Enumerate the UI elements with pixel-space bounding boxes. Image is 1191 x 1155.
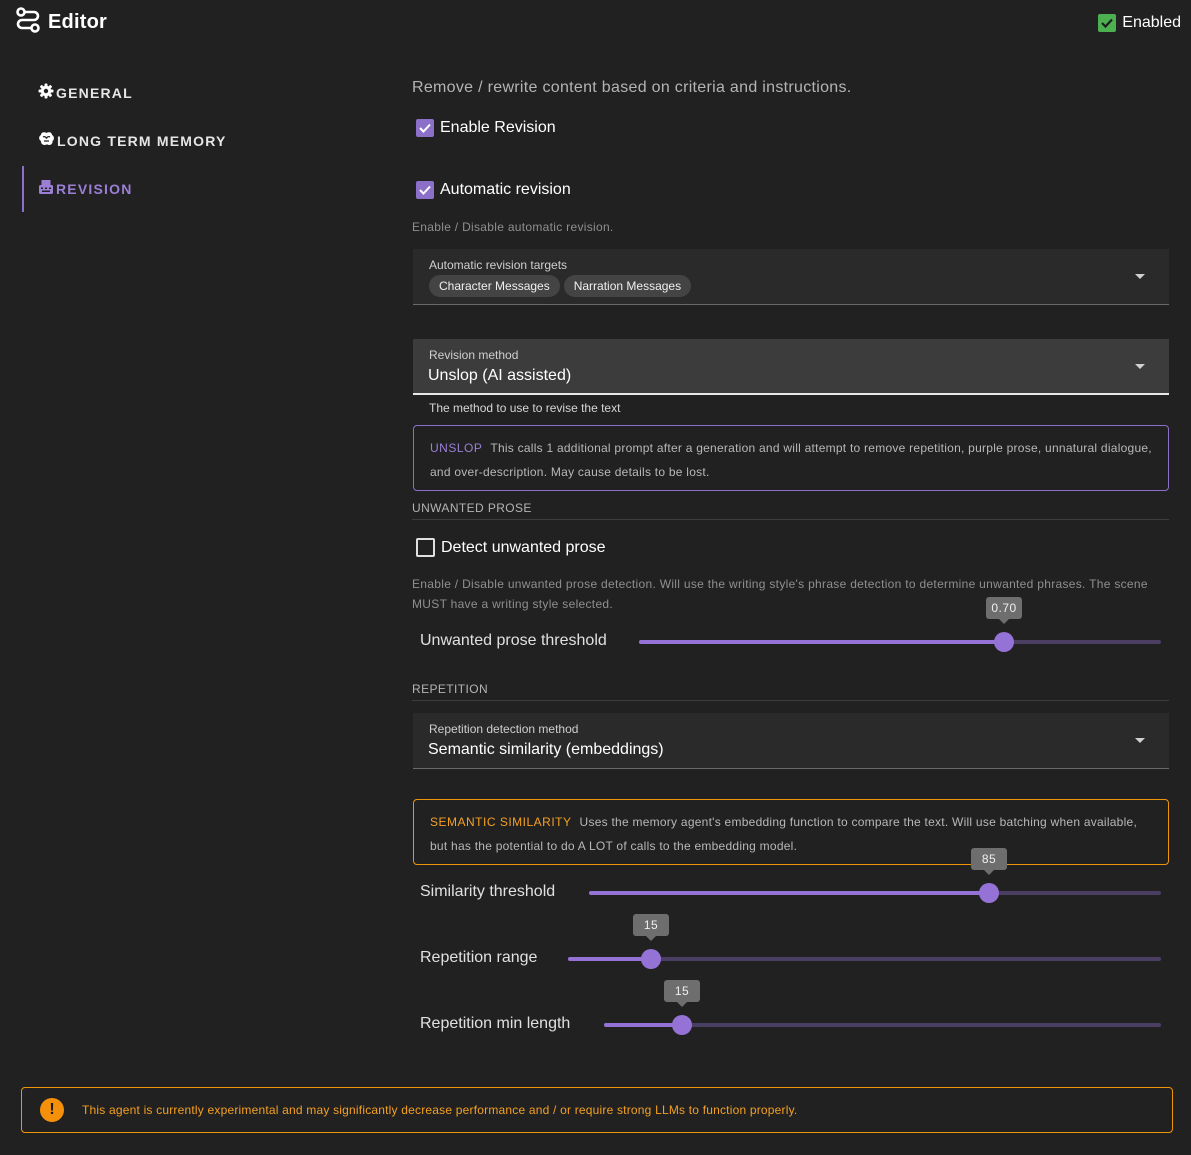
chevron-down-icon[interactable] (1135, 738, 1145, 743)
info-text: This calls 1 additional prompt after a g… (430, 441, 1152, 479)
app-header: Editor (14, 6, 107, 39)
field-label: Repetition detection method (429, 722, 579, 736)
select-value: Semantic similarity (embeddings) (428, 741, 664, 758)
field-hint: The method to use to revise the text (429, 401, 621, 415)
enable-revision-checkbox[interactable]: Enable Revision (416, 119, 556, 137)
slider-thumb[interactable] (979, 883, 999, 903)
slider-thumb[interactable] (641, 949, 661, 969)
automatic-revision-checkbox[interactable]: Automatic revision (416, 181, 571, 199)
info-text: Uses the memory agent's embedding functi… (430, 815, 1138, 853)
sidebar-item-revision[interactable]: REVISION (22, 166, 322, 212)
sidebar-item-label: GENERAL (56, 85, 133, 101)
slider-track-fill (568, 957, 651, 961)
semantic-similarity-info-box: SEMANTIC SIMILARITY Uses the memory agent… (413, 799, 1169, 865)
brain-icon (38, 131, 55, 152)
checkbox-label: Enable Revision (440, 119, 556, 136)
slider-value-bubble: 85 (971, 848, 1007, 875)
checkbox-checked-icon[interactable] (1098, 14, 1117, 32)
slider-label: Repetition range (420, 949, 538, 966)
revision-targets-select[interactable]: Automatic revision targets Character Mes… (413, 249, 1169, 305)
field-hint: Enable / Disable unwanted prose detectio… (412, 577, 1148, 611)
chevron-down-icon[interactable] (1135, 274, 1145, 279)
enabled-label: Enabled (1122, 14, 1181, 31)
checkbox-unchecked-icon[interactable] (416, 538, 435, 557)
repetition-method-select[interactable]: Repetition detection method Semantic sim… (413, 713, 1169, 769)
chip-character-messages[interactable]: Character Messages (429, 275, 560, 297)
slider-track[interactable] (604, 1023, 1161, 1027)
slider-track-fill (639, 640, 1004, 644)
enabled-toggle[interactable]: Enabled (1098, 14, 1181, 32)
chevron-down-icon[interactable] (1135, 364, 1145, 369)
experimental-warning-alert: ! This agent is currently experimental a… (21, 1087, 1173, 1133)
info-tag: SEMANTIC SIMILARITY (430, 815, 572, 829)
page-title: Editor (48, 10, 107, 33)
unslop-info-box: UNSLOP This calls 1 additional prompt aft… (413, 425, 1169, 491)
chip-narration-messages[interactable]: Narration Messages (563, 275, 692, 297)
slider-thumb[interactable] (672, 1015, 692, 1035)
slider-label: Repetition min length (420, 1015, 571, 1032)
slider-label: Unwanted prose threshold (420, 632, 607, 649)
sidebar-item-general[interactable]: GENERAL (22, 70, 322, 116)
slider-value-bubble: 15 (633, 914, 669, 941)
info-tag: UNSLOP (430, 441, 483, 455)
detect-unwanted-prose-checkbox[interactable]: Detect unwanted prose (416, 538, 606, 557)
warning-text: This agent is currently experimental and… (82, 1103, 798, 1117)
chip-group: Character Messages Narration Messages (429, 275, 695, 297)
slider-label: Similarity threshold (420, 883, 556, 900)
checkbox-checked-icon[interactable] (416, 119, 434, 137)
slider-value-bubble: 15 (664, 980, 700, 1007)
sidebar-item-label: REVISION (56, 181, 133, 197)
checkbox-checked-icon[interactable] (416, 181, 434, 199)
select-value: Unslop (AI assisted) (428, 367, 572, 384)
checkbox-label: Automatic revision (440, 181, 571, 198)
field-label: Automatic revision targets (429, 258, 568, 272)
exclamation-icon: ! (40, 1098, 64, 1122)
field-label: Revision method (429, 348, 519, 362)
slider-track-fill (604, 1023, 682, 1027)
field-hint: Enable / Disable automatic revision. (412, 220, 614, 234)
slider-thumb[interactable] (994, 632, 1014, 652)
section-header-unwanted-prose: UNWANTED PROSE (412, 501, 1169, 520)
gear-icon (38, 83, 54, 104)
revision-method-select[interactable]: Revision method Unslop (AI assisted) (413, 339, 1169, 395)
section-header-repetition: REPETITION (412, 682, 1169, 701)
typewriter-icon (38, 179, 54, 200)
sidebar-item-long-term-memory[interactable]: LONG TERM MEMORY (22, 118, 322, 164)
slider-track-fill (589, 891, 989, 895)
sidebar-item-label: LONG TERM MEMORY (57, 133, 227, 149)
agent-route-icon (14, 6, 42, 39)
checkbox-label: Detect unwanted prose (441, 538, 606, 556)
slider-track[interactable] (568, 957, 1161, 961)
slider-value-bubble: 0.70 (986, 597, 1022, 624)
description-text: Remove / rewrite content based on criter… (412, 79, 852, 96)
